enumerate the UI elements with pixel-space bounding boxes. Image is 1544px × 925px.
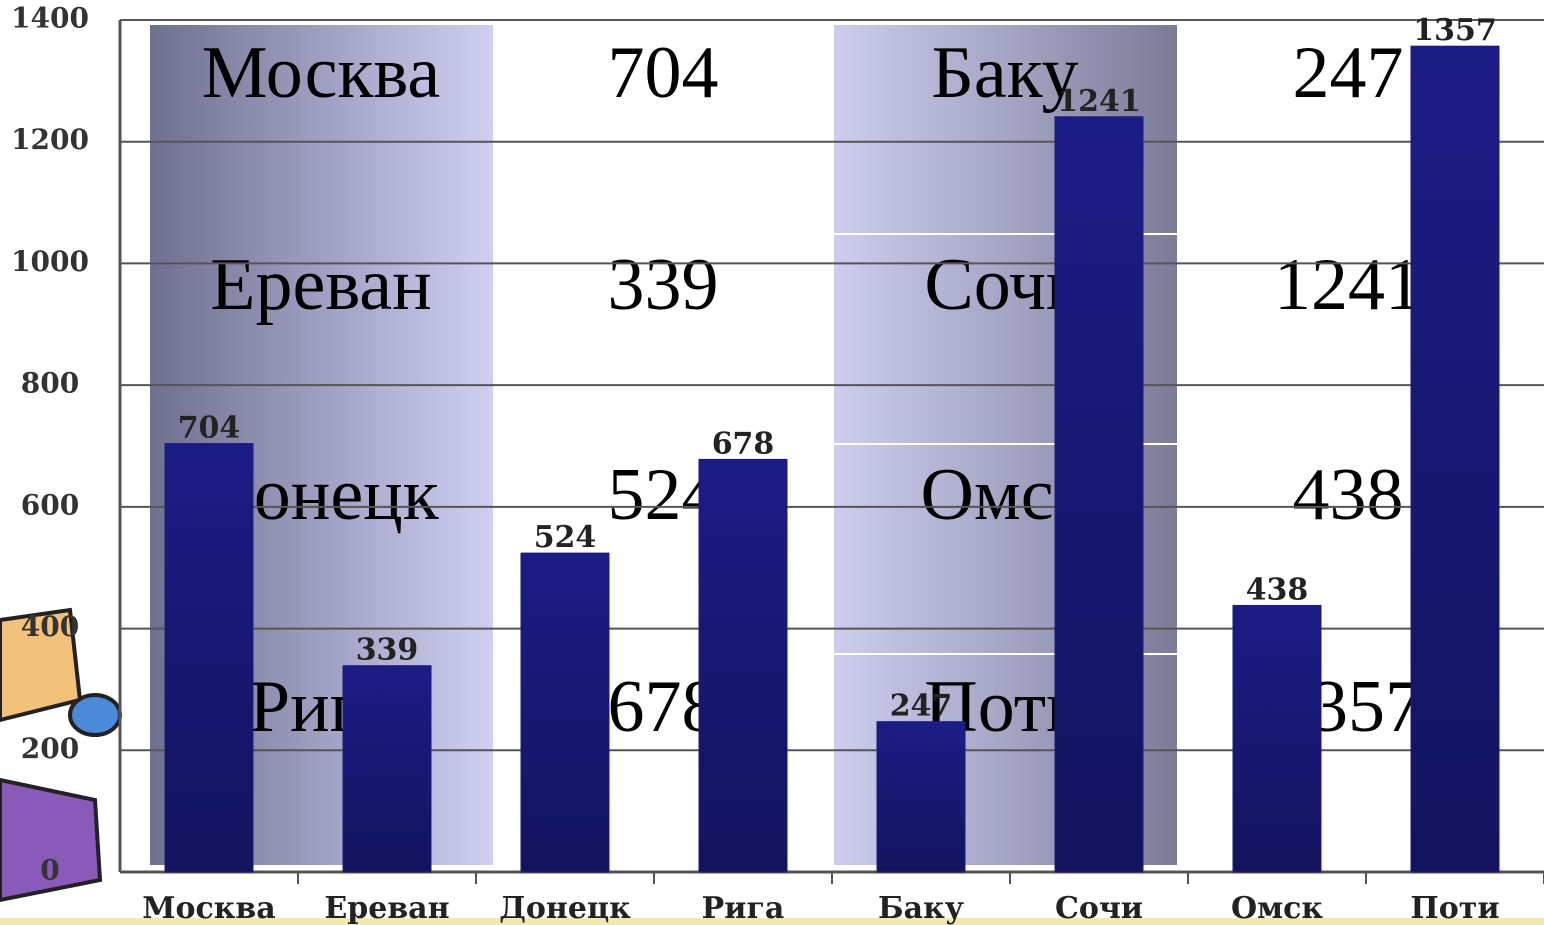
y-tick-label: 0 (40, 854, 59, 887)
x-tick-label: Ереван (324, 891, 449, 925)
cartoon-shoe (70, 695, 120, 735)
bar (1233, 605, 1321, 872)
y-tick-label: 1200 (11, 123, 89, 156)
table-city: Ереван (210, 244, 431, 326)
table-value: 438 (1293, 454, 1404, 536)
x-tick-label: Омск (1231, 891, 1323, 925)
bar (165, 444, 253, 872)
y-tick-label: 1000 (11, 245, 89, 278)
value-label: 524 (534, 520, 597, 555)
bar (699, 459, 787, 872)
y-tick-label: 600 (21, 488, 79, 521)
value-label: 1241 (1057, 84, 1141, 119)
table-value: 1241 (1274, 244, 1422, 326)
value-label: 247 (890, 689, 953, 724)
y-tick-label: 1400 (11, 2, 89, 35)
value-label: 678 (712, 426, 775, 461)
x-tick-label: Сочи (1055, 891, 1143, 925)
bar (1055, 117, 1143, 872)
table-value: 247 (1293, 32, 1404, 114)
table-value: 704 (608, 32, 719, 114)
x-tick-label: Москва (142, 891, 275, 925)
bar (343, 666, 431, 872)
x-tick-label: Поти (1410, 891, 1499, 925)
page: Москва 704 Ереван 339 Донецк 524 Рига 678 Баку 24… (0, 0, 1544, 925)
x-tick-label: Рига (702, 891, 785, 925)
value-label: 339 (356, 633, 419, 668)
table-city: Москва (202, 32, 440, 114)
bar (877, 722, 965, 872)
table-value: 339 (608, 244, 719, 326)
x-tick-label: Баку (878, 891, 964, 925)
bar (1411, 46, 1499, 872)
y-tick-label: 800 (21, 367, 79, 400)
y-tick-label: 400 (21, 610, 79, 643)
value-label: 1357 (1413, 13, 1497, 48)
slide: Москва 704 Ереван 339 Донецк 524 Рига 678 Баку 24… (0, 0, 1544, 925)
value-label: 438 (1246, 572, 1309, 607)
y-tick-label: 200 (21, 732, 79, 765)
bar (521, 553, 609, 872)
value-label: 704 (178, 411, 241, 446)
x-tick-label: Донецк (499, 891, 631, 925)
